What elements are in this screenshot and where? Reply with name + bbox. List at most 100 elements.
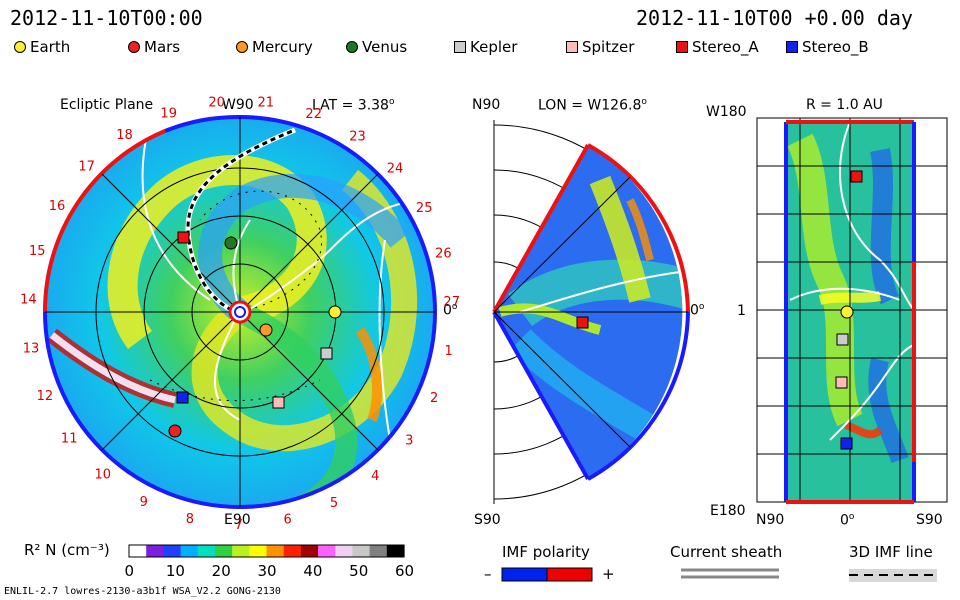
legend-venus: Venus — [346, 38, 407, 56]
model-footer: ENLIL-2.7 lowres-2130-a3b1f WSA_V2.2 GON… — [4, 586, 281, 597]
meridional-n90-label: N90 — [472, 97, 501, 113]
sector-number-1: 1 — [444, 344, 452, 359]
sector-number-6: 6 — [284, 513, 292, 528]
colorbar-tick-label: 60 — [395, 562, 415, 580]
mercury-marker — [259, 323, 273, 337]
imf-polarity-negative-swatch — [501, 567, 548, 582]
density-colorbar — [129, 545, 405, 557]
legend-stereo-a: Stereo_A — [676, 38, 759, 56]
sector-number-22: 22 — [305, 107, 322, 122]
colorbar-tick-label: 30 — [257, 562, 277, 580]
legend-earth: Earth — [14, 38, 70, 56]
ecliptic-title: Ecliptic Plane — [60, 97, 154, 113]
legend-stereo-b: Stereo_B — [786, 38, 869, 56]
stereo-b-marker-icon — [786, 41, 798, 53]
sector-number-18: 18 — [116, 128, 133, 143]
colorbar-swatch — [369, 545, 388, 557]
imf-line-swatch-bg — [849, 569, 937, 582]
legend-kepler: Kepler — [454, 38, 517, 56]
radial-n90-label: N90 — [756, 512, 785, 528]
colorbar-tick-label: 0 — [124, 562, 135, 580]
mars-marker-icon — [128, 41, 140, 53]
sun-core-icon — [234, 306, 246, 318]
sector-number-3: 3 — [405, 434, 413, 449]
legend-spitzer: Spitzer — [566, 38, 634, 56]
sector-number-25: 25 — [416, 201, 433, 216]
radial-s90-label: S90 — [916, 512, 943, 528]
sector-number-13: 13 — [23, 342, 40, 357]
meridional-north-edge — [492, 144, 590, 313]
meridional-s90-label: S90 — [474, 512, 501, 528]
imf-polarity-plus: + — [602, 565, 615, 583]
meridional-zero-label: 0o — [690, 302, 705, 319]
earth-marker — [328, 305, 342, 319]
colorbar-swatch — [283, 545, 302, 557]
sector-number-23: 23 — [349, 130, 366, 145]
colorbar-swatch — [146, 545, 164, 557]
sector-number-12: 12 — [37, 389, 54, 404]
imf-polarity-label: IMF polarity — [502, 543, 590, 561]
radial-e180-label: E180 — [710, 503, 746, 519]
sector-number-19: 19 — [160, 106, 177, 121]
imf-line-label: 3D IMF line — [849, 543, 933, 561]
earth-marker-icon — [14, 41, 26, 53]
colorbar-frame — [128, 544, 405, 558]
mercury-marker-icon — [236, 41, 248, 53]
stereo-b-marker — [176, 391, 189, 404]
timestamp-left: 2012-11-10T00:00 — [10, 6, 203, 30]
legend-mars: Mars — [128, 38, 180, 56]
colorbar-swatch — [232, 545, 250, 557]
colorbar-swatch — [318, 545, 336, 557]
spitzer-marker — [272, 396, 285, 409]
sector-number-17: 17 — [78, 160, 95, 175]
radial-stereo-b-marker — [840, 437, 853, 450]
timestamp-right: 2012-11-10T00 +0.00 day — [636, 6, 913, 30]
ecliptic-imf-line — [186, 128, 296, 312]
sector-number-27: 27 — [443, 295, 460, 310]
radial-title: R = 1.0 AU — [806, 97, 883, 113]
meridional-rim-north — [587, 143, 690, 313]
sector-number-2: 2 — [430, 391, 438, 406]
sector-number-5: 5 — [330, 496, 338, 511]
colorbar-swatch — [197, 545, 216, 557]
meridional-rim-south — [587, 311, 690, 481]
radial-kepler-marker — [836, 333, 849, 346]
ecliptic-spiral-ticks — [199, 190, 322, 313]
colorbar-swatch — [214, 545, 233, 557]
colorbar-swatch — [352, 545, 371, 557]
colorbar-tick-label: 50 — [349, 562, 369, 580]
colorbar-swatch — [335, 545, 354, 557]
colorbar-label: R² N (cm⁻³) — [24, 541, 110, 559]
sector-number-16: 16 — [49, 199, 66, 214]
venus-marker-icon — [346, 41, 358, 53]
ecliptic-w90-label: W90 — [222, 97, 254, 113]
radial-stereo-a-marker — [850, 170, 863, 183]
radial-zero-label: 0o — [840, 512, 855, 529]
meridional-south-edge — [492, 311, 590, 480]
colorbar-swatch — [386, 545, 405, 557]
sector-number-20: 20 — [208, 95, 225, 110]
colorbar-swatch — [266, 545, 285, 557]
stereo-a-marker-icon — [676, 41, 688, 53]
meridional-stereo-a-marker — [576, 316, 589, 329]
colorbar-swatch — [163, 545, 182, 557]
legend-mercury: Mercury — [236, 38, 313, 56]
kepler-marker — [320, 347, 333, 360]
colorbar-tick-label: 20 — [211, 562, 231, 580]
meridional-lon-label: LON = W126.8o — [538, 97, 647, 114]
radial-w180-label: W180 — [706, 104, 747, 120]
imf-polarity-minus: – — [484, 565, 492, 583]
current-sheath-label: Current sheath — [670, 543, 783, 561]
radial-spitzer-marker — [835, 376, 848, 389]
sector-number-4: 4 — [371, 469, 379, 484]
meridional-grid-lines — [493, 176, 688, 448]
colorbar-swatch — [129, 545, 147, 557]
spitzer-marker-icon — [566, 41, 578, 53]
sector-number-11: 11 — [61, 432, 78, 447]
ecliptic-spiral-ticks-2 — [149, 379, 321, 402]
sector-number-15: 15 — [29, 244, 46, 259]
radial-earth-marker — [840, 305, 854, 319]
imf-polarity-positive-swatch — [546, 567, 593, 582]
